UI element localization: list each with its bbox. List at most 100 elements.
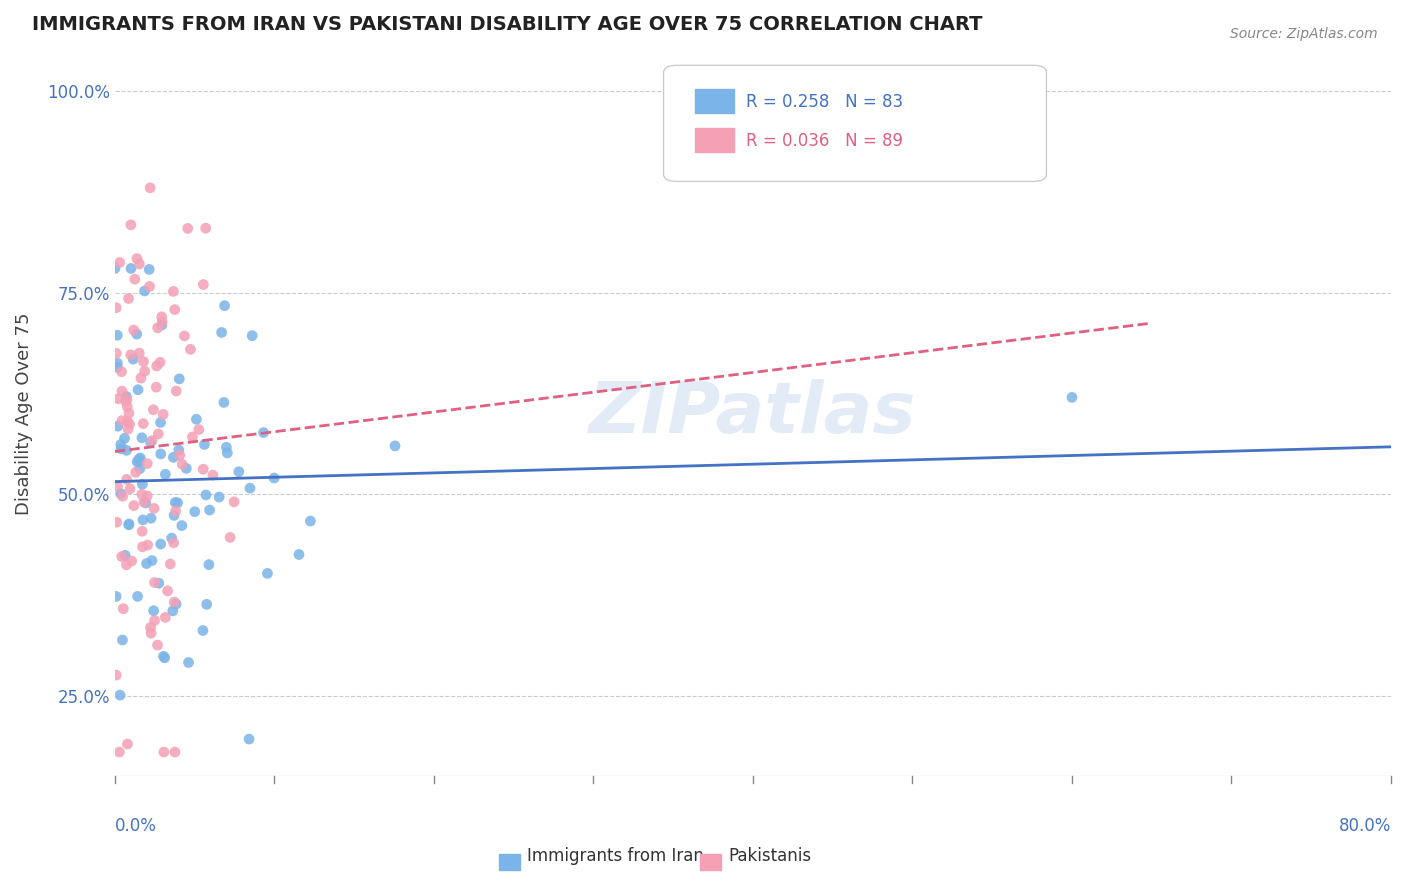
Point bbox=[131, 431, 153, 445]
Point bbox=[131, 524, 153, 539]
Point bbox=[127, 455, 149, 469]
Point bbox=[111, 632, 134, 647]
Point bbox=[195, 598, 218, 612]
Point bbox=[162, 285, 184, 299]
Point bbox=[118, 417, 141, 432]
Point bbox=[122, 499, 145, 513]
Point bbox=[115, 392, 138, 407]
Point bbox=[156, 583, 179, 598]
Point bbox=[107, 392, 129, 406]
Point bbox=[165, 597, 187, 611]
Point bbox=[124, 272, 146, 286]
Point bbox=[176, 461, 198, 475]
Point bbox=[114, 549, 136, 563]
Point bbox=[122, 352, 145, 367]
Point bbox=[166, 496, 188, 510]
Point bbox=[163, 745, 186, 759]
Point bbox=[132, 513, 155, 527]
Point bbox=[169, 448, 191, 462]
Point bbox=[110, 437, 132, 451]
Point bbox=[111, 489, 134, 503]
Point bbox=[131, 477, 153, 491]
Point bbox=[143, 575, 166, 590]
Point bbox=[117, 422, 139, 436]
Point bbox=[134, 284, 156, 298]
Point bbox=[120, 218, 142, 232]
Point bbox=[173, 329, 195, 343]
Point bbox=[384, 439, 406, 453]
Point bbox=[110, 442, 132, 456]
Point bbox=[111, 549, 134, 564]
Point bbox=[162, 604, 184, 618]
Point bbox=[132, 417, 155, 431]
Point bbox=[193, 462, 215, 476]
Point bbox=[129, 450, 152, 465]
Point bbox=[105, 515, 128, 529]
Point bbox=[112, 601, 135, 615]
Point bbox=[187, 423, 209, 437]
Point bbox=[107, 479, 129, 493]
Point bbox=[118, 517, 141, 532]
Point bbox=[139, 435, 162, 450]
Point bbox=[105, 328, 128, 343]
Point bbox=[186, 412, 208, 426]
Point bbox=[148, 426, 170, 441]
Point bbox=[163, 302, 186, 317]
Point bbox=[153, 650, 176, 665]
Point bbox=[136, 538, 159, 552]
Point bbox=[152, 408, 174, 422]
Point bbox=[184, 505, 207, 519]
Point bbox=[165, 495, 187, 509]
Point bbox=[145, 380, 167, 394]
Text: R = 0.258   N = 83: R = 0.258 N = 83 bbox=[747, 93, 904, 111]
Point bbox=[108, 255, 131, 269]
Point bbox=[115, 414, 138, 428]
Point bbox=[127, 383, 149, 397]
Point bbox=[118, 406, 141, 420]
Point bbox=[163, 508, 186, 523]
Point bbox=[150, 318, 173, 332]
Point bbox=[179, 343, 201, 357]
Point bbox=[117, 292, 139, 306]
Point bbox=[1060, 391, 1083, 405]
Point bbox=[222, 495, 245, 509]
Point bbox=[159, 557, 181, 571]
Text: Immigrants from Iran: Immigrants from Iran bbox=[527, 847, 704, 865]
Point bbox=[105, 346, 128, 360]
Point bbox=[139, 620, 162, 634]
Point bbox=[177, 656, 200, 670]
Point bbox=[139, 511, 162, 525]
Point bbox=[125, 466, 148, 480]
Point bbox=[115, 443, 138, 458]
Point bbox=[149, 416, 172, 430]
Point bbox=[162, 450, 184, 465]
Text: 0.0%: 0.0% bbox=[115, 816, 156, 835]
Point bbox=[228, 465, 250, 479]
Point bbox=[214, 299, 236, 313]
Point bbox=[181, 430, 204, 444]
Point bbox=[120, 261, 142, 276]
Point bbox=[135, 557, 157, 571]
Point bbox=[167, 443, 190, 458]
Point bbox=[136, 489, 159, 503]
Point bbox=[118, 482, 141, 496]
Point bbox=[153, 745, 176, 759]
Text: Source: ZipAtlas.com: Source: ZipAtlas.com bbox=[1230, 27, 1378, 41]
Point bbox=[194, 488, 217, 502]
Point bbox=[145, 359, 167, 373]
Point bbox=[141, 553, 163, 567]
Y-axis label: Disability Age Over 75: Disability Age Over 75 bbox=[15, 312, 32, 515]
Text: 80.0%: 80.0% bbox=[1339, 816, 1391, 835]
Point bbox=[193, 277, 215, 292]
FancyBboxPatch shape bbox=[664, 65, 1046, 181]
Point bbox=[111, 414, 134, 428]
Point bbox=[211, 326, 233, 340]
Point bbox=[198, 558, 221, 572]
Point bbox=[238, 732, 260, 747]
Point bbox=[139, 626, 162, 640]
Point bbox=[132, 495, 155, 509]
Point bbox=[138, 262, 160, 277]
Point bbox=[105, 356, 128, 370]
Point bbox=[141, 434, 163, 448]
Point bbox=[165, 384, 187, 398]
